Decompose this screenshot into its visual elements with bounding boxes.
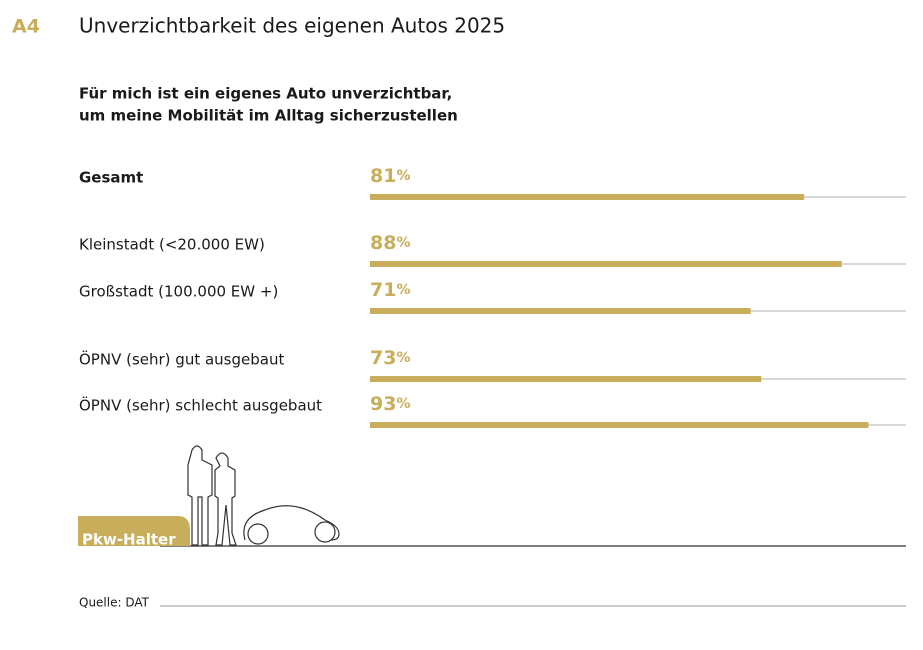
bar: [370, 308, 751, 314]
value-label: 71%: [370, 279, 410, 301]
tag: Pkw-Halter: [82, 531, 176, 549]
category-label: Großstadt (100.000 EW +): [79, 283, 278, 301]
category-label: ÖPNV (sehr) schlecht ausgebaut: [79, 396, 322, 415]
subtitle: Für mich ist ein eigenes Auto unverzicht…: [79, 85, 452, 103]
bar: [370, 194, 805, 200]
value-label: 73%: [370, 347, 410, 369]
bar: [370, 376, 762, 382]
subtitle: um meine Mobilität im Alltag sicherzuste…: [79, 107, 458, 125]
category-label: Gesamt: [79, 169, 143, 187]
value-label: 81%: [370, 165, 410, 187]
illustration: [160, 445, 906, 547]
category-label: Kleinstadt (<20.000 EW): [79, 236, 265, 254]
chart-title: Unverzichtbarkeit des eigenen Autos 2025: [79, 14, 505, 38]
category-label: ÖPNV (sehr) gut ausgebaut: [79, 350, 284, 369]
source: Quelle: DAT: [79, 596, 150, 610]
tag-shape: [78, 516, 190, 546]
value-label: 93%: [370, 393, 410, 415]
badge: A4: [12, 16, 40, 38]
bar: [370, 261, 842, 267]
value-label: 88%: [370, 232, 410, 254]
bar: [370, 422, 869, 428]
